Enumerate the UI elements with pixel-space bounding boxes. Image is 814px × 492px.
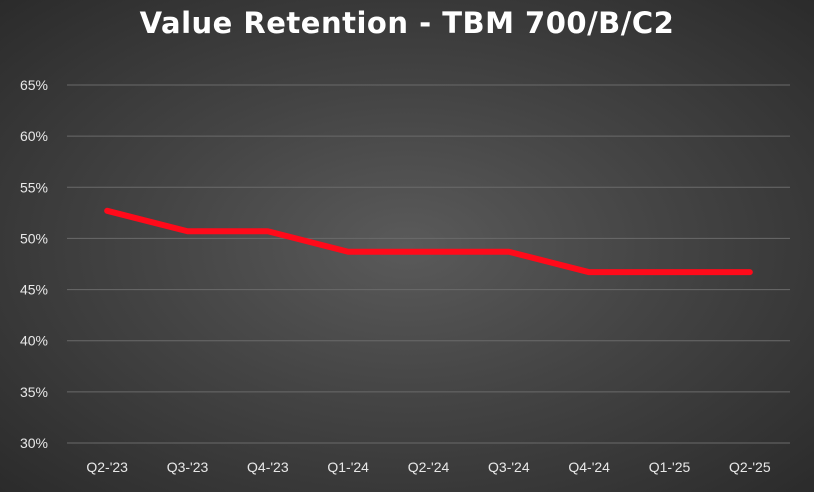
y-tick-label: 50%: [20, 230, 48, 246]
y-tick-label: 55%: [20, 179, 48, 195]
y-tick-label: 30%: [20, 435, 48, 451]
y-tick-label: 65%: [20, 77, 48, 93]
chart-title: Value Retention - TBM 700/B/C2: [139, 6, 675, 40]
x-tick-label: Q1-'25: [649, 459, 691, 475]
y-tick-label: 45%: [20, 282, 48, 298]
x-tick-label: Q2-'25: [729, 459, 771, 475]
y-tick-label: 60%: [20, 128, 48, 144]
x-tick-label: Q4-'24: [568, 459, 610, 475]
x-tick-label: Q4-'23: [247, 459, 289, 475]
y-tick-label: 40%: [20, 333, 48, 349]
x-tick-label: Q2-'23: [86, 459, 128, 475]
x-tick-label: Q3-'23: [167, 459, 209, 475]
x-tick-label: Q1-'24: [327, 459, 369, 475]
y-tick-label: 35%: [20, 384, 48, 400]
x-tick-label: Q3-'24: [488, 459, 530, 475]
x-tick-label: Q2-'24: [408, 459, 450, 475]
series-line: [104, 207, 753, 276]
